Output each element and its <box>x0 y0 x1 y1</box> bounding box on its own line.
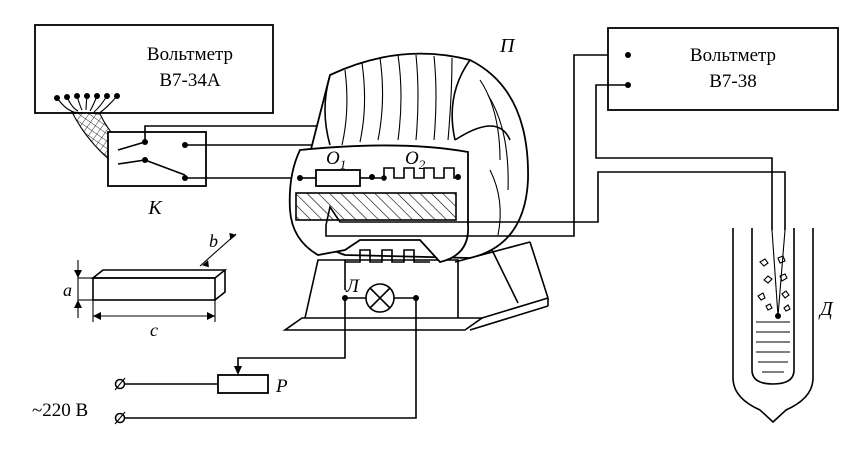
voltmeter-left-box <box>34 24 274 114</box>
rheostat-label: Р <box>275 376 288 397</box>
dim-b-label: b <box>209 231 218 251</box>
switch-label: K <box>147 197 163 219</box>
heater-element <box>295 192 457 221</box>
furnace-label: П <box>499 35 516 57</box>
voltmeter-right-title: Вольтметр <box>690 45 776 66</box>
dewar-flask: Д <box>732 228 834 424</box>
mains-voltage-label: ~220 В <box>32 400 88 421</box>
voltmeter-right: Вольтметр В7-38 <box>595 27 839 230</box>
mains-wiring: Р ~220 В <box>32 298 417 425</box>
voltmeter-right-model: В7-38 <box>709 71 757 92</box>
dim-c-label: c <box>150 320 158 340</box>
sample-o1 <box>315 169 361 187</box>
sample-dimensions: a c b <box>63 231 237 340</box>
lamp: Л <box>342 276 419 313</box>
sample-o1-label: O1 <box>326 148 346 172</box>
voltmeter-left: Вольтметр В7-34А <box>34 24 274 114</box>
dim-a-label: a <box>63 280 72 300</box>
voltmeter-left-model: В7-34А <box>159 70 221 91</box>
sample-o2-label: O2 <box>405 148 426 172</box>
voltmeter-left-title: Вольтметр <box>147 44 233 65</box>
voltmeter-right-box <box>607 27 839 111</box>
dewar-label: Д <box>818 298 834 320</box>
sample-o2 <box>372 167 458 179</box>
switch-k: K <box>107 131 207 219</box>
rheostat-r <box>217 374 269 394</box>
switch-k-box <box>107 131 207 187</box>
furnace: П O1 O2 <box>282 35 786 331</box>
lamp-label: Л <box>345 276 360 297</box>
